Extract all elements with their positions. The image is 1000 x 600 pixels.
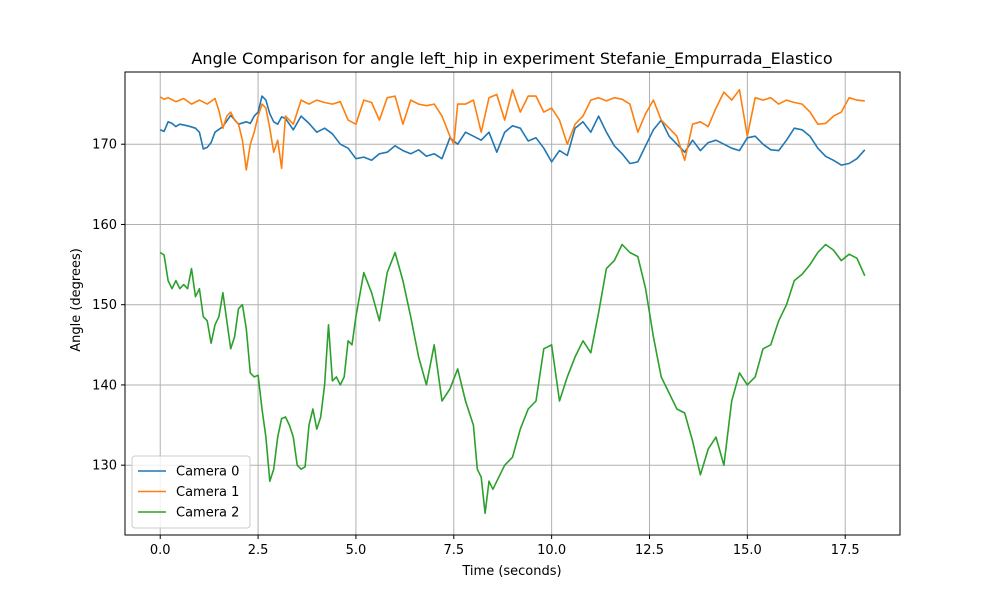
series-line-camera-1 (159, 88, 865, 171)
y-axis-label: Angle (degrees) (69, 248, 84, 352)
y-tick-label: 160 (92, 218, 117, 233)
legend-entry: Camera 1 (176, 485, 239, 500)
x-tick-label: 10.0 (537, 543, 566, 558)
x-tick-label: 7.5 (443, 543, 464, 558)
series-line-camera-0 (159, 95, 866, 166)
series-line-camera-2 (159, 243, 866, 515)
grid-lines (125, 72, 900, 535)
x-tick-label: 15.0 (733, 543, 762, 558)
y-tick-label: 170 (92, 138, 117, 153)
legend-entry: Camera 2 (176, 506, 239, 521)
y-tick-label: 150 (92, 298, 117, 313)
x-tick-label: 12.5 (635, 543, 664, 558)
x-axis-label: Time (seconds) (461, 564, 561, 579)
y-tick-label: 140 (92, 378, 117, 393)
y-tick-label: 130 (92, 459, 117, 474)
x-tick-label: 17.5 (831, 543, 860, 558)
series-lines (159, 88, 866, 515)
x-tick-label: 5.0 (346, 543, 367, 558)
plot-frame (124, 71, 901, 536)
legend-box (131, 455, 251, 529)
x-tick-label: 0.0 (150, 543, 171, 558)
legend-entry: Camera 0 (176, 465, 239, 480)
chart-title: Angle Comparison for angle left_hip in e… (191, 49, 832, 69)
x-tick-label: 2.5 (248, 543, 269, 558)
legend: Camera 0 Camera 1 Camera 2 (131, 455, 251, 529)
axis-ticks: 0.0 2.5 5.0 7.5 10.0 12.5 15.0 17.5 130 140 150 160… (92, 138, 860, 558)
